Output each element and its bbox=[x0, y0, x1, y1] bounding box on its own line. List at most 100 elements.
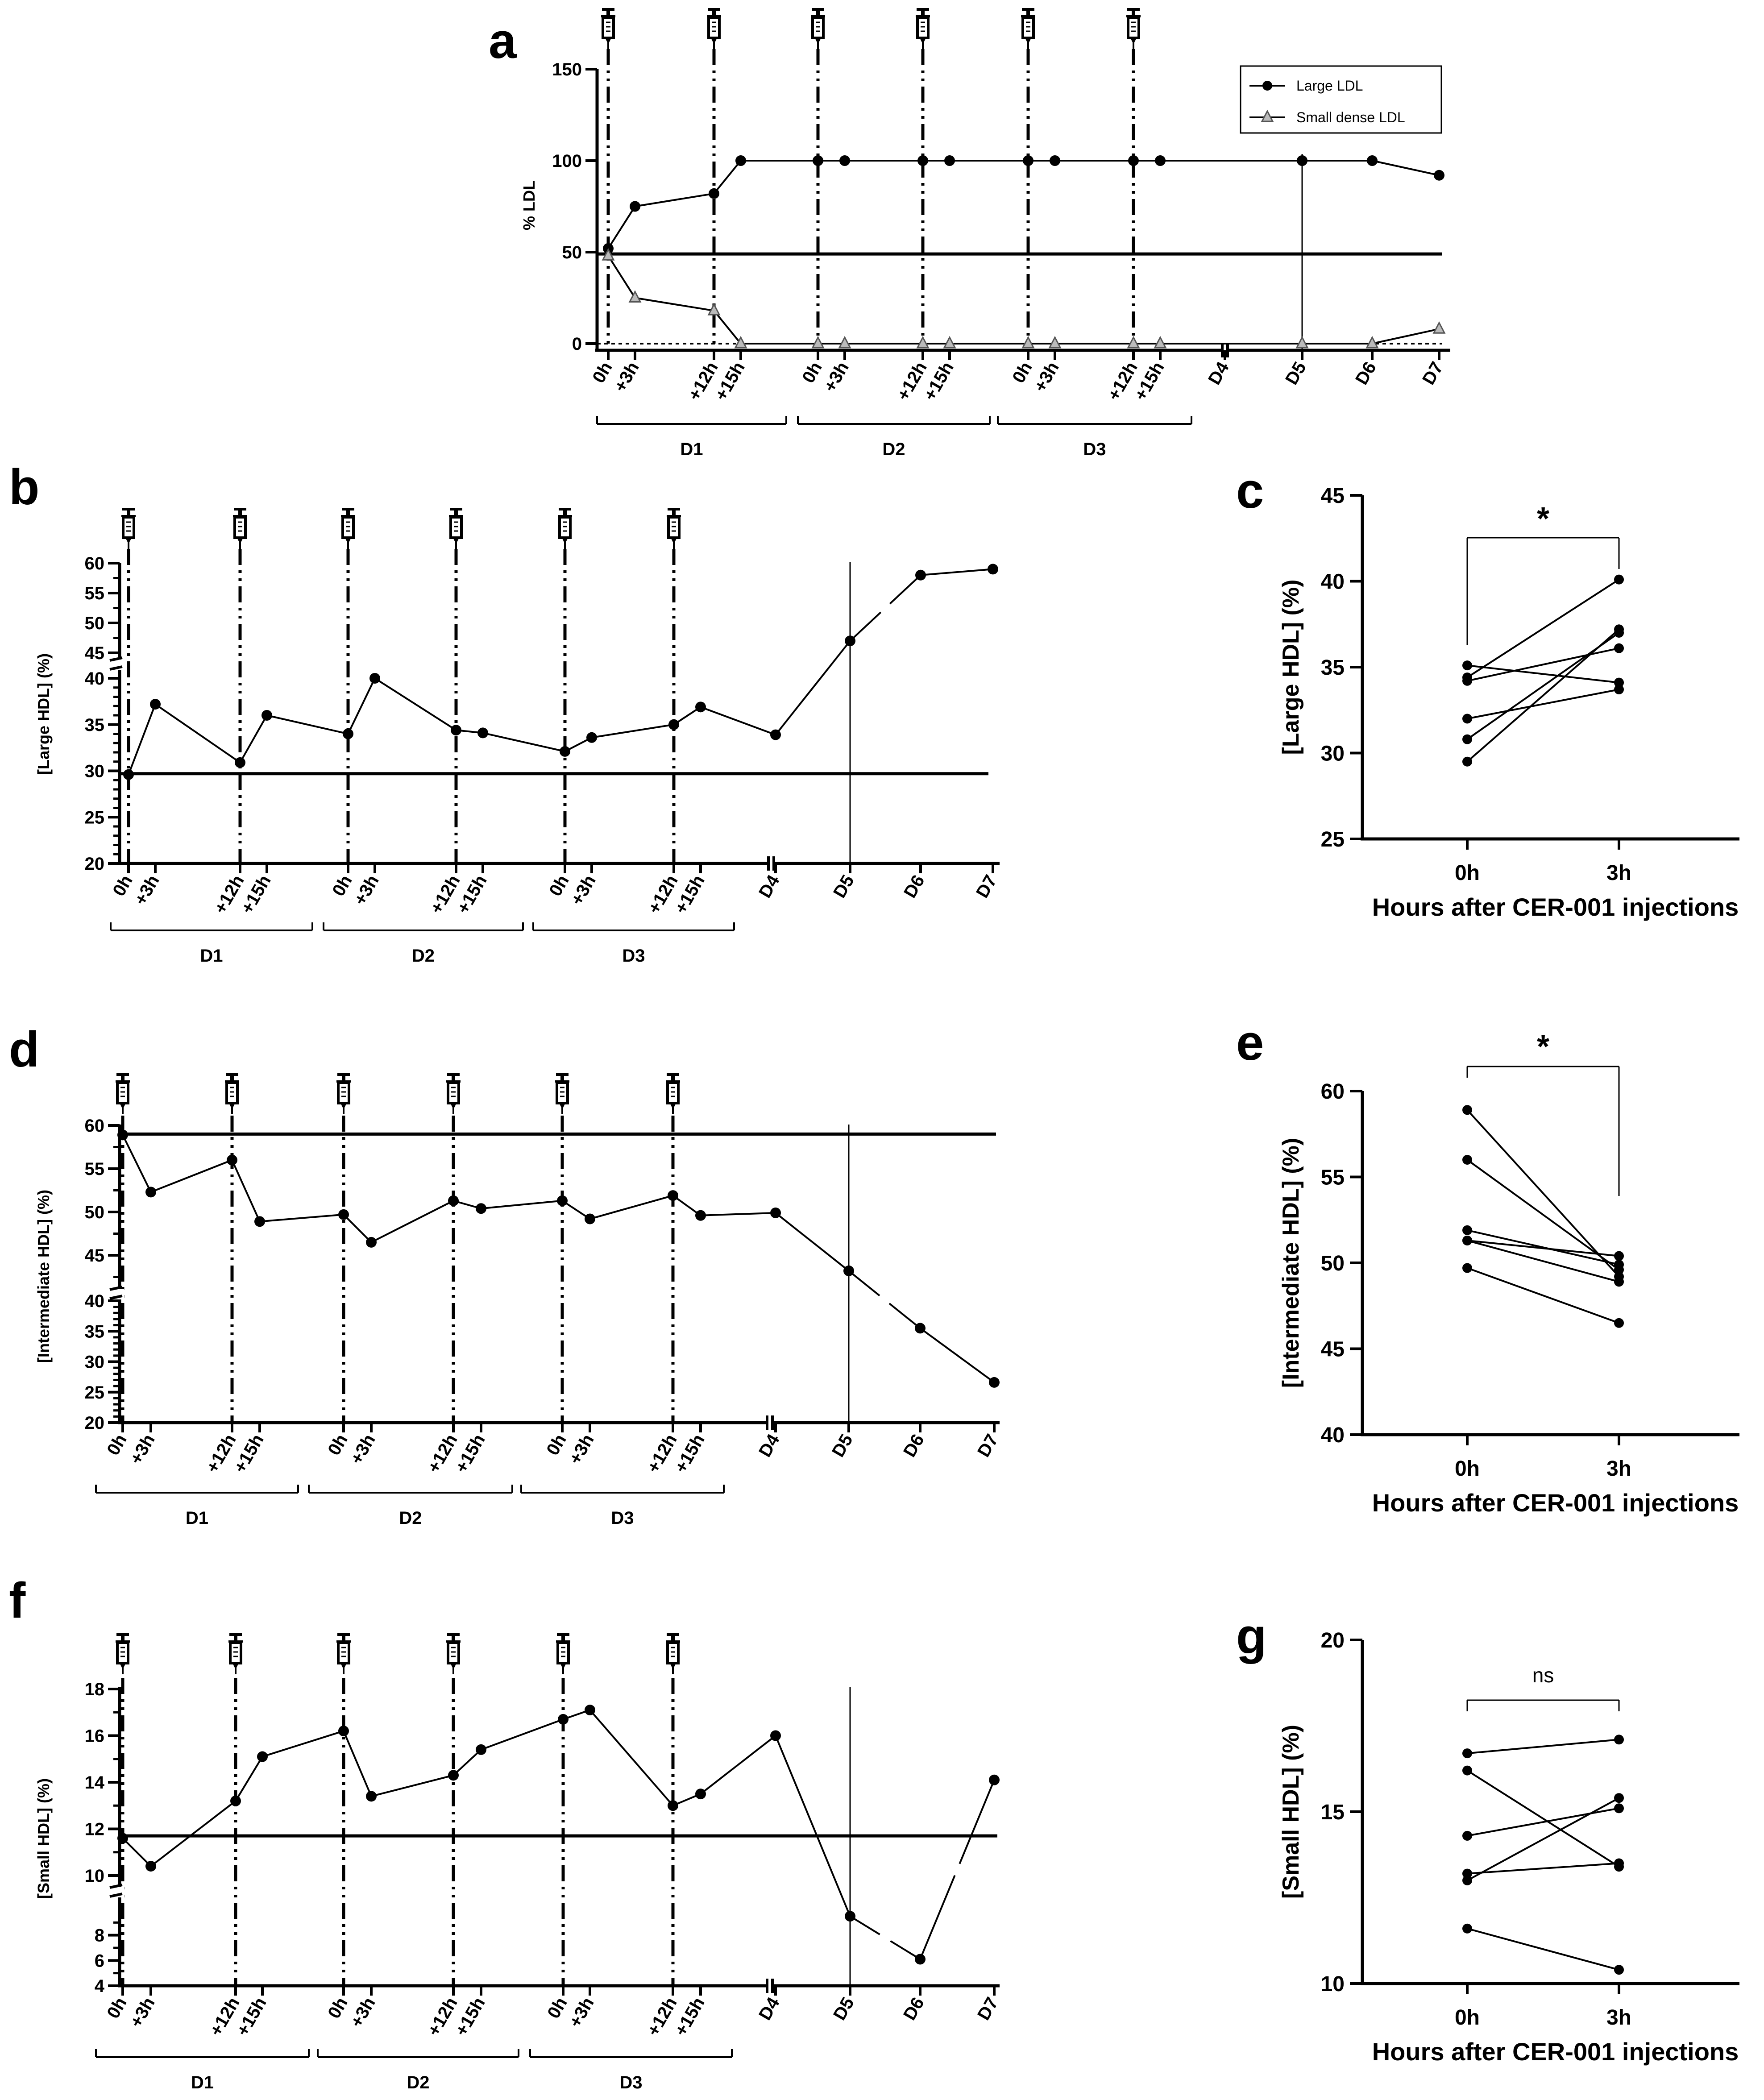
data-point bbox=[369, 673, 380, 684]
day-group-label: D3 bbox=[1083, 440, 1106, 459]
x-tick-label: D4 bbox=[1204, 358, 1233, 388]
series-line-segment bbox=[959, 1780, 995, 1864]
syringe-icon bbox=[121, 508, 136, 549]
syringe-icon bbox=[336, 1633, 351, 1674]
x-tick-label: +15h bbox=[233, 1994, 270, 2040]
data-point bbox=[448, 1195, 459, 1206]
x-tick-label: +3h bbox=[565, 1994, 598, 2031]
series-line-segment bbox=[635, 297, 714, 312]
series-line-segment bbox=[920, 568, 993, 576]
data-point bbox=[366, 1791, 377, 1802]
x-tick-label: +3h bbox=[131, 872, 163, 909]
data-point bbox=[261, 710, 272, 721]
data-point bbox=[1614, 1858, 1624, 1868]
y-axis-label: [Intermediate HDL] (%) bbox=[34, 1190, 53, 1363]
syringe-icon bbox=[116, 1633, 130, 1674]
data-point bbox=[1614, 1965, 1624, 1975]
data-point bbox=[254, 1216, 265, 1227]
y-tick-label: 0 bbox=[572, 334, 582, 354]
syringe-icon bbox=[228, 1633, 243, 1674]
day-group-label: D2 bbox=[882, 440, 905, 459]
data-point bbox=[227, 1154, 237, 1166]
series-line-segment bbox=[259, 1213, 344, 1223]
panel-letter: g bbox=[1236, 1608, 1266, 1664]
y-axis-break-mark bbox=[109, 665, 123, 671]
panel-letter: c bbox=[1236, 463, 1264, 519]
data-point bbox=[1462, 1263, 1472, 1273]
data-point bbox=[668, 1800, 678, 1811]
syringe-icon bbox=[449, 508, 463, 549]
day-group-label: D2 bbox=[399, 1508, 422, 1528]
x-tick-label: 0h bbox=[103, 1994, 130, 2022]
y-tick-label: 10 bbox=[85, 1866, 105, 1886]
paired-line bbox=[1467, 689, 1619, 720]
x-tick-label: +12h bbox=[424, 1431, 461, 1477]
series-line-segment bbox=[775, 1735, 851, 1917]
series-line-segment bbox=[849, 1915, 880, 1935]
data-point bbox=[476, 1203, 486, 1214]
data-point bbox=[1462, 1235, 1472, 1245]
data-point bbox=[586, 732, 597, 743]
syringe-icon bbox=[601, 8, 615, 49]
y-tick-label: 4 bbox=[95, 1976, 105, 1996]
x-tick-label: +3h bbox=[347, 1994, 379, 2031]
data-point bbox=[235, 757, 245, 768]
series-line-segment bbox=[371, 1774, 454, 1797]
data-point bbox=[1434, 170, 1444, 181]
data-point bbox=[1127, 336, 1140, 349]
syringe-icon bbox=[225, 1073, 239, 1114]
syringe-icon bbox=[446, 1073, 461, 1114]
series-line-segment bbox=[231, 1159, 261, 1222]
y-tick-label: 40 bbox=[85, 669, 105, 689]
syringe-icon bbox=[233, 508, 247, 549]
series-line-segment bbox=[150, 1800, 237, 1867]
data-point bbox=[1614, 1318, 1624, 1328]
paired-line bbox=[1467, 1239, 1619, 1257]
y-tick-label: 55 bbox=[85, 584, 105, 603]
syringe-icon bbox=[916, 8, 930, 49]
data-point bbox=[845, 1911, 855, 1922]
data-point bbox=[145, 1187, 156, 1198]
series-line-segment bbox=[775, 640, 851, 735]
y-tick-label: 12 bbox=[85, 1820, 105, 1839]
x-tick-label: +12h bbox=[203, 1431, 240, 1477]
data-point bbox=[1614, 1251, 1624, 1261]
x-tick-label: 3h bbox=[1606, 861, 1631, 885]
data-point bbox=[1155, 155, 1166, 166]
y-tick-label: 25 bbox=[1321, 828, 1345, 851]
data-point bbox=[1614, 677, 1624, 688]
x-tick-label: D6 bbox=[900, 1431, 928, 1461]
y-tick-label: 40 bbox=[85, 1291, 105, 1311]
y-axis-label: % LDL bbox=[520, 180, 538, 230]
data-point bbox=[915, 1954, 926, 1965]
x-tick-label: D7 bbox=[972, 872, 1001, 901]
series-line-segment bbox=[561, 1200, 591, 1220]
series-line-segment bbox=[607, 206, 636, 249]
day-group-label: D3 bbox=[619, 2073, 642, 2092]
data-point bbox=[1614, 574, 1624, 585]
y-axis-break-mark bbox=[109, 1295, 123, 1300]
syringe-icon bbox=[707, 8, 721, 49]
y-tick-label: 50 bbox=[562, 243, 582, 262]
series-line-segment bbox=[266, 714, 349, 735]
data-point bbox=[1614, 628, 1624, 638]
y-tick-label: 30 bbox=[85, 762, 105, 781]
series-line-segment bbox=[607, 255, 636, 299]
data-point bbox=[1614, 643, 1624, 653]
series-line-segment bbox=[122, 1837, 152, 1867]
y-tick-label: 35 bbox=[85, 1322, 105, 1341]
data-point bbox=[1128, 155, 1139, 166]
y-tick-label: 14 bbox=[85, 1773, 105, 1793]
paired-line bbox=[1466, 1159, 1620, 1271]
data-point bbox=[338, 1209, 349, 1220]
data-point bbox=[230, 1795, 241, 1806]
series-line-segment bbox=[481, 1199, 563, 1210]
data-point bbox=[585, 1213, 595, 1224]
y-tick-label: 60 bbox=[85, 554, 105, 573]
series-line-segment bbox=[890, 1940, 921, 1960]
series-line-segment bbox=[713, 310, 742, 344]
series-line-segment bbox=[889, 574, 921, 605]
series-line-segment bbox=[589, 1709, 674, 1806]
